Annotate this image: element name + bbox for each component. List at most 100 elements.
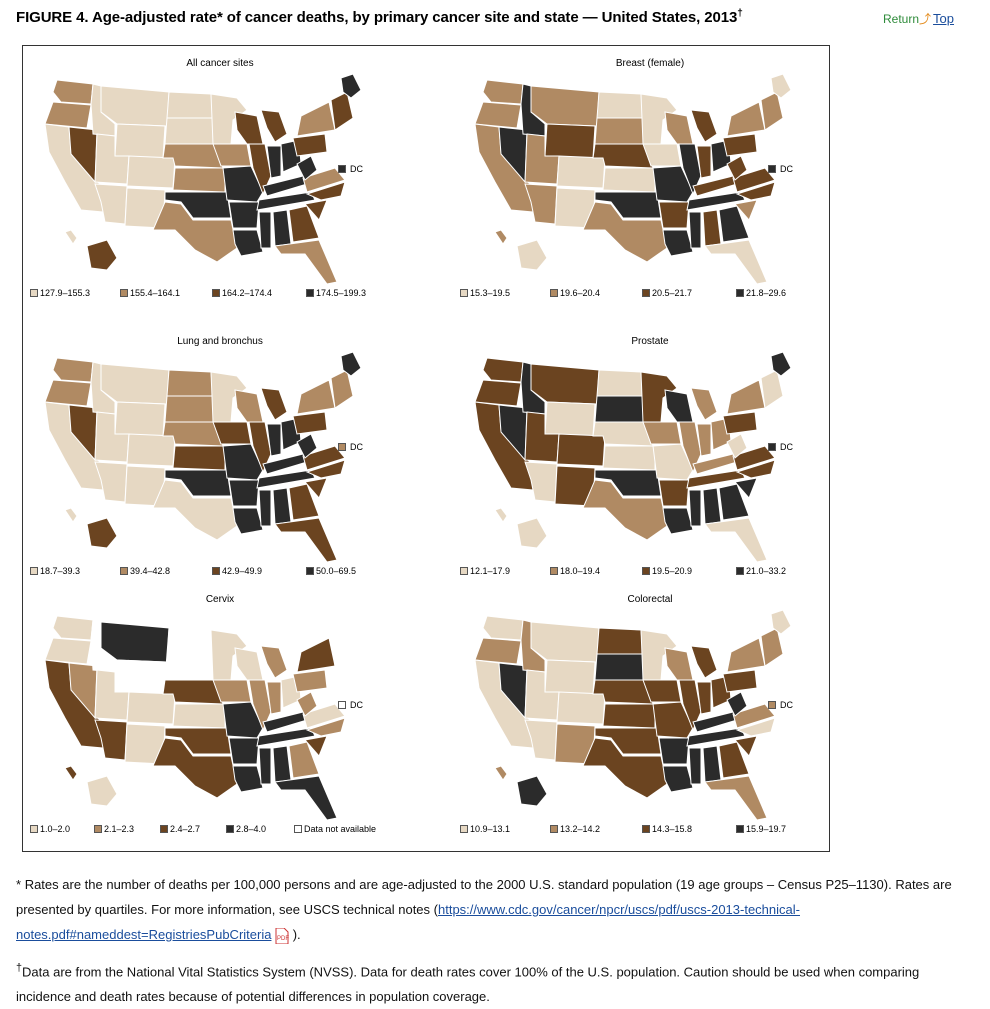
legend-swatch xyxy=(212,289,220,297)
state-ms xyxy=(688,211,702,249)
state-sc xyxy=(734,735,758,757)
state-ne_states xyxy=(330,369,354,409)
state-ga xyxy=(718,483,750,521)
state-hi xyxy=(494,507,508,523)
state-me xyxy=(770,609,792,635)
state-in xyxy=(266,681,282,715)
legend-item: 50.0–69.5 xyxy=(306,566,356,576)
state-fl xyxy=(274,775,338,821)
state-mt xyxy=(530,85,600,127)
map-panel: Cervix DC 1.0–2.0 2.1–2.3 2.4–2.7 2.8–4.0 Data… xyxy=(30,594,410,839)
state-pa xyxy=(292,411,328,435)
state-ms xyxy=(688,489,702,527)
state-sc xyxy=(734,477,758,499)
state-mt xyxy=(100,363,170,405)
state-mo xyxy=(652,443,694,481)
state-mo xyxy=(222,443,264,481)
state-wy xyxy=(544,659,596,695)
legend-item: 19.5–20.9 xyxy=(642,566,692,576)
dc-label: DC xyxy=(350,164,363,174)
state-mi xyxy=(690,387,718,421)
legend-swatch xyxy=(30,289,38,297)
state-nd xyxy=(596,627,644,655)
top-link[interactable]: Top xyxy=(933,11,955,26)
state-ny xyxy=(726,637,766,673)
dc-label: DC xyxy=(350,442,363,452)
state-ar xyxy=(658,201,690,229)
state-ks xyxy=(172,445,226,471)
footnote-dagger: † xyxy=(16,962,23,974)
state-nc xyxy=(305,181,346,201)
legend-swatch xyxy=(212,567,220,575)
state-co xyxy=(126,691,176,725)
figure-title: FIGURE 4. Age-adjusted rate* of cancer d… xyxy=(16,8,743,26)
state-tn xyxy=(686,727,746,747)
legend-swatch xyxy=(460,825,468,833)
state-ms xyxy=(258,489,272,527)
state-wy xyxy=(544,401,596,437)
technical-notes-link[interactable]: https://www.cdc.gov/cancer/npcr/uscs/pdf… xyxy=(16,902,800,942)
state-ne_states xyxy=(760,627,784,667)
pdf-icon[interactable]: PDF xyxy=(275,927,289,944)
legend-label: 21.0–33.2 xyxy=(746,566,787,576)
footnote-rates-end: ). xyxy=(292,927,301,942)
state-al xyxy=(702,745,722,783)
state-in xyxy=(696,145,712,179)
legend-swatch xyxy=(550,289,558,297)
state-va xyxy=(302,445,346,471)
legend-swatch xyxy=(94,825,102,833)
state-sd xyxy=(164,395,214,423)
state-fl xyxy=(274,517,338,563)
state-pa xyxy=(722,133,758,157)
state-tx xyxy=(152,479,238,541)
state-az xyxy=(524,461,558,503)
legend-label: 39.4–42.8 xyxy=(130,566,171,576)
state-ms xyxy=(258,211,272,249)
legend-label: 2.8–4.0 xyxy=(236,824,267,834)
state-wa xyxy=(52,79,94,105)
state-ne_states xyxy=(760,369,784,409)
state-ga xyxy=(288,741,320,779)
state-ks xyxy=(172,167,226,193)
map-title: Prostate xyxy=(631,336,669,347)
state-ny xyxy=(296,637,336,673)
legend-swatch xyxy=(460,289,468,297)
dc-indicator: DC xyxy=(768,700,793,710)
state-wv xyxy=(726,433,748,459)
state-al xyxy=(272,209,292,247)
state-co xyxy=(556,433,606,467)
state-ak xyxy=(516,775,548,807)
legend-swatch xyxy=(736,289,744,297)
state-ar xyxy=(228,737,260,765)
state-wv xyxy=(726,155,748,181)
state-nc xyxy=(735,717,776,737)
map-title: Lung and bronchus xyxy=(177,336,263,347)
return-to-top-link[interactable]: Return⤴ Top xyxy=(883,10,954,27)
legend-item: 42.9–49.9 xyxy=(212,566,262,576)
state-in xyxy=(696,423,712,457)
map-legend: 127.9–155.3 155.4–164.1 164.2–174.4 174.5–1… xyxy=(30,288,410,302)
dc-label: DC xyxy=(350,700,363,710)
state-wi xyxy=(664,647,694,681)
return-label[interactable]: Return xyxy=(883,12,920,26)
legend-label: 10.9–13.1 xyxy=(470,824,511,834)
state-wv xyxy=(296,691,318,717)
legend-item: 21.0–33.2 xyxy=(736,566,786,576)
dc-swatch xyxy=(768,701,776,709)
legend-item: 2.8–4.0 xyxy=(226,824,266,834)
state-pa xyxy=(292,669,328,693)
legend-label: 19.5–20.9 xyxy=(652,566,693,576)
state-tx xyxy=(152,201,238,263)
legend-label: 20.5–21.7 xyxy=(652,288,693,298)
state-hi xyxy=(494,229,508,245)
legend-swatch xyxy=(160,825,168,833)
legend-label: 42.9–49.9 xyxy=(222,566,263,576)
state-al xyxy=(272,745,292,783)
state-az xyxy=(94,719,128,761)
state-wv xyxy=(726,691,748,717)
legend-swatch xyxy=(642,825,650,833)
map-legend: 15.3–19.5 19.6–20.4 20.5–21.7 21.8–29.6 xyxy=(460,288,840,302)
state-hi xyxy=(64,507,78,523)
state-ks xyxy=(602,167,656,193)
map-legend: 1.0–2.0 2.1–2.3 2.4–2.7 2.8–4.0 Data not ava… xyxy=(30,824,410,838)
